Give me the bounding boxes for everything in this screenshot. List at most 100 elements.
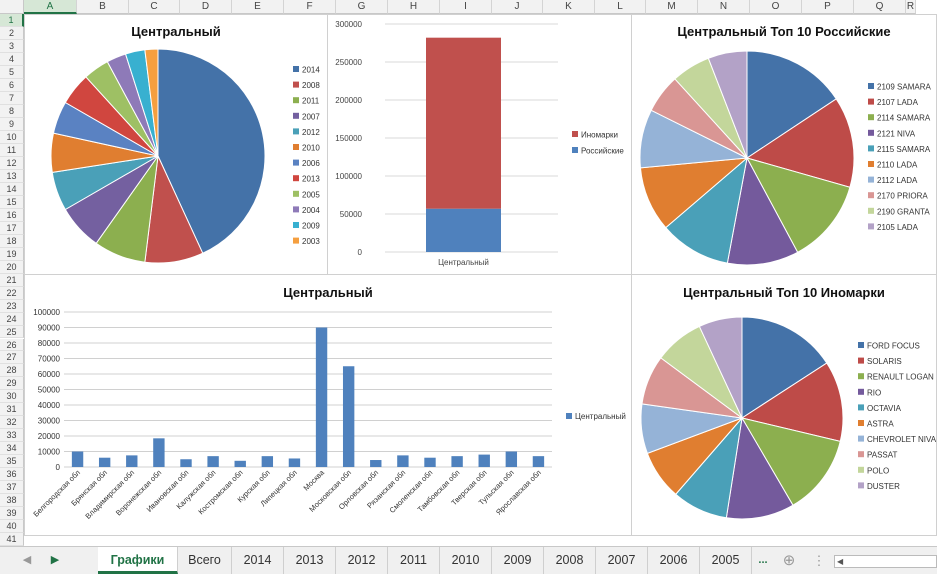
- bar[interactable]: [424, 457, 436, 467]
- row-header[interactable]: 13: [0, 169, 24, 183]
- sheet-tab[interactable]: 2005: [700, 547, 752, 574]
- row-header[interactable]: 14: [0, 182, 24, 196]
- bar[interactable]: [532, 456, 545, 467]
- bar[interactable]: [288, 458, 301, 467]
- bar[interactable]: [261, 456, 274, 467]
- chart-stacked-column[interactable]: 0 50000 100000 150000 200000 250000 300000 Цент…: [327, 14, 632, 275]
- row-header[interactable]: 37: [0, 481, 24, 495]
- next-sheet-icon[interactable]: ▶: [50, 554, 60, 566]
- chart-pie-top10-foreign[interactable]: Центральный Топ 10 Иномарки FORD FOCUS SO…: [631, 274, 937, 536]
- row-header[interactable]: 4: [0, 52, 24, 66]
- prev-sheet-icon[interactable]: ◀: [22, 554, 32, 566]
- row-header[interactable]: 11: [0, 143, 24, 157]
- row-header[interactable]: 34: [0, 442, 24, 456]
- bar[interactable]: [98, 457, 111, 467]
- sheet-tab[interactable]: 2011: [388, 547, 440, 574]
- pie-slice[interactable]: [157, 48, 266, 254]
- column-header[interactable]: C: [129, 0, 180, 14]
- pie-slice[interactable]: [726, 156, 799, 266]
- bar[interactable]: [397, 455, 409, 467]
- sheet-tab[interactable]: 2006: [648, 547, 700, 574]
- pie-slice[interactable]: [707, 50, 748, 159]
- column-header[interactable]: O: [750, 0, 802, 14]
- row-header[interactable]: 3: [0, 39, 24, 53]
- row-header[interactable]: 28: [0, 364, 24, 378]
- row-header[interactable]: 8: [0, 104, 24, 118]
- bar[interactable]: [71, 451, 84, 468]
- row-header[interactable]: 2: [0, 26, 24, 40]
- plus-circle-icon[interactable]: ⊕: [782, 552, 796, 569]
- column-header[interactable]: H: [388, 0, 440, 14]
- chart-pie-top10-russian[interactable]: Центральный Топ 10 Российские 2109 SAMAR…: [631, 14, 937, 275]
- column-header[interactable]: G: [336, 0, 388, 14]
- sheet-tab[interactable]: Графики: [98, 547, 178, 574]
- row-header[interactable]: 12: [0, 156, 24, 170]
- row-header[interactable]: 31: [0, 403, 24, 417]
- bar[interactable]: [505, 451, 518, 468]
- column-header[interactable]: D: [180, 0, 232, 14]
- sheet-tab[interactable]: 2008: [544, 547, 596, 574]
- stacked-bar-segment[interactable]: [426, 208, 501, 252]
- row-header[interactable]: 41: [0, 533, 24, 547]
- sheet-tab[interactable]: 2007: [596, 547, 648, 574]
- row-header[interactable]: 21: [0, 273, 24, 287]
- bar[interactable]: [451, 456, 463, 467]
- sheet-tab[interactable]: 2012: [336, 547, 388, 574]
- row-header[interactable]: 39: [0, 507, 24, 521]
- pie-slice[interactable]: [725, 416, 794, 520]
- bar[interactable]: [315, 327, 328, 468]
- pie-slice[interactable]: [746, 50, 837, 159]
- bar[interactable]: [234, 460, 246, 467]
- pie-slice[interactable]: [740, 362, 844, 442]
- column-header[interactable]: L: [595, 0, 646, 14]
- row-header[interactable]: 10: [0, 130, 24, 144]
- row-header[interactable]: 29: [0, 377, 24, 391]
- column-header[interactable]: A: [24, 0, 77, 14]
- column-header[interactable]: E: [232, 0, 284, 14]
- row-header[interactable]: 26: [0, 338, 24, 352]
- pie-slice[interactable]: [698, 316, 743, 419]
- row-header[interactable]: 5: [0, 65, 24, 79]
- row-header[interactable]: 36: [0, 468, 24, 482]
- bar[interactable]: [207, 456, 219, 467]
- bar[interactable]: [180, 459, 192, 467]
- column-header[interactable]: K: [543, 0, 595, 14]
- row-header[interactable]: 40: [0, 520, 24, 534]
- row-header[interactable]: 33: [0, 429, 24, 443]
- column-header[interactable]: P: [802, 0, 854, 14]
- sheet-tab[interactable]: Всего: [178, 547, 232, 574]
- row-header[interactable]: 20: [0, 260, 24, 274]
- row-header[interactable]: 27: [0, 351, 24, 365]
- row-header[interactable]: 17: [0, 221, 24, 235]
- chart-pie-years[interactable]: Центральный 2014 2008 2011 2007 2012 2010 2006…: [24, 14, 328, 275]
- column-header[interactable]: M: [646, 0, 698, 14]
- row-header[interactable]: 38: [0, 494, 24, 508]
- row-header[interactable]: 19: [0, 247, 24, 261]
- column-header[interactable]: R: [906, 0, 916, 14]
- bar[interactable]: [126, 455, 138, 467]
- sheet-tab[interactable]: 2010: [440, 547, 492, 574]
- row-header[interactable]: 35: [0, 455, 24, 469]
- horizontal-scrollbar[interactable]: ◀: [834, 555, 937, 568]
- bar[interactable]: [370, 460, 382, 467]
- row-header[interactable]: 30: [0, 390, 24, 404]
- sheet-tab[interactable]: 2014: [232, 547, 284, 574]
- column-header[interactable]: J: [492, 0, 543, 14]
- column-header[interactable]: Q: [854, 0, 906, 14]
- pie-slice[interactable]: [665, 156, 748, 264]
- row-header[interactable]: 18: [0, 234, 24, 248]
- column-header[interactable]: I: [440, 0, 492, 14]
- scroll-left-icon[interactable]: ◀: [837, 557, 844, 566]
- sheet-tab[interactable]: 2013: [284, 547, 336, 574]
- pie-slice[interactable]: [746, 157, 851, 253]
- bar[interactable]: [478, 454, 490, 467]
- sheet-tab[interactable]: 2009: [492, 547, 544, 574]
- row-header[interactable]: 6: [0, 78, 24, 92]
- bar[interactable]: [153, 438, 165, 467]
- row-header[interactable]: 25: [0, 325, 24, 339]
- pie-slice[interactable]: [144, 48, 159, 157]
- bar[interactable]: [342, 366, 355, 467]
- row-header[interactable]: 23: [0, 299, 24, 313]
- pie-slice[interactable]: [740, 417, 841, 506]
